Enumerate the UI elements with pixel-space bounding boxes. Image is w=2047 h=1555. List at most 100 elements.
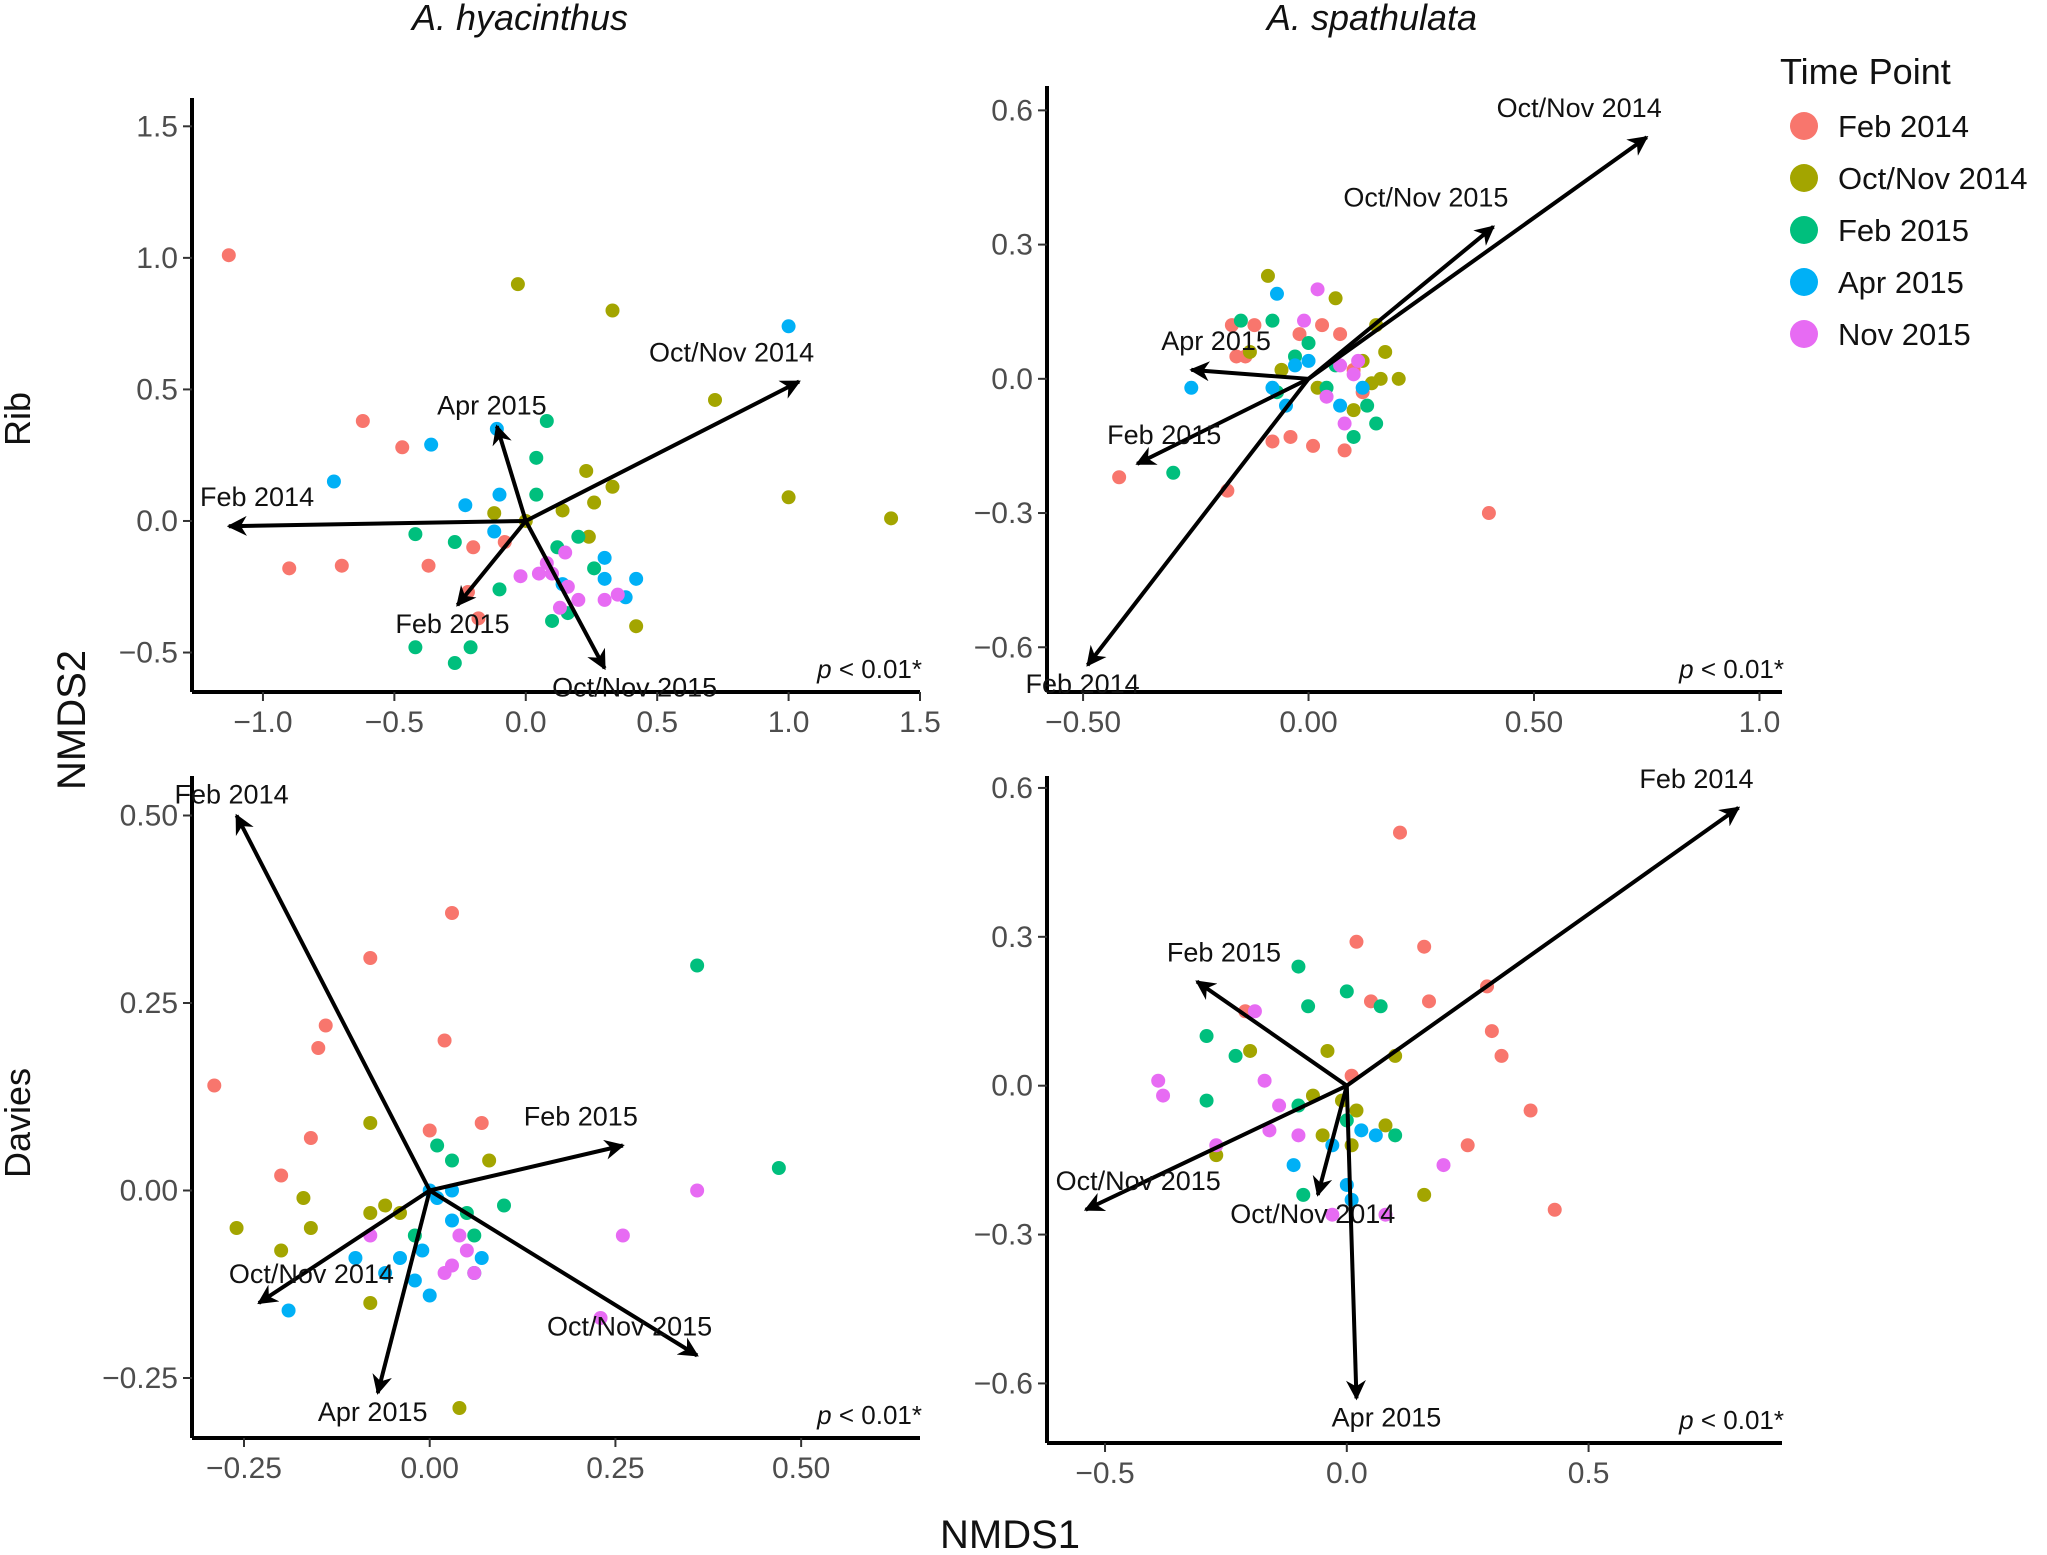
vector-label-oct-nov-2014: Oct/Nov 2014 xyxy=(229,1259,394,1289)
point-oct-nov-2014 xyxy=(1373,371,1388,386)
point-feb-2014 xyxy=(355,413,370,428)
y-tick-label: 1.5 xyxy=(136,110,178,143)
x-tick-label: −0.25 xyxy=(206,1452,282,1485)
vector-oct-nov-2015 xyxy=(1083,1083,1348,1212)
point-oct-nov-2014 xyxy=(581,529,596,544)
point-feb-2015 xyxy=(492,582,507,597)
point-oct-nov-2014 xyxy=(296,1191,311,1205)
point-feb-2014 xyxy=(1349,934,1364,949)
point-feb-2014 xyxy=(395,440,410,455)
x-tick-label: 1.5 xyxy=(899,706,941,739)
x-tick-label: 0.0 xyxy=(505,706,547,739)
point-feb-2015 xyxy=(1291,959,1306,974)
vector-apr-2015 xyxy=(1344,1085,1366,1401)
legend: Time Point Feb 2014 Oct/Nov 2014 Feb 201… xyxy=(1780,51,2028,352)
vector-feb-2015 xyxy=(455,519,528,607)
point-nov-2015 xyxy=(1337,416,1352,431)
y-tick-label: 0.0 xyxy=(991,363,1033,396)
point-apr-2015 xyxy=(415,1243,430,1258)
point-feb-2015 xyxy=(1360,398,1375,413)
point-nov-2015 xyxy=(593,1311,608,1325)
point-feb-2014 xyxy=(474,1116,489,1130)
point-nov-2015 xyxy=(1247,1004,1262,1019)
point-feb-2015 xyxy=(497,1198,511,1213)
point-feb-2015 xyxy=(1369,416,1384,431)
point-apr-2015 xyxy=(422,1288,437,1303)
point-feb-2015 xyxy=(467,1228,482,1243)
point-oct-nov-2014 xyxy=(587,495,602,510)
point-feb-2014 xyxy=(1547,1202,1562,1217)
point-nov-2015 xyxy=(690,1183,705,1198)
point-apr-2015 xyxy=(597,571,612,586)
point-apr-2015 xyxy=(1269,286,1284,301)
point-nov-2015 xyxy=(552,600,567,615)
point-feb-2015 xyxy=(529,450,544,465)
x-tick-label: 0.00 xyxy=(401,1452,459,1485)
legend-swatch-apr-2015 xyxy=(1790,268,1818,296)
point-feb-2014 xyxy=(363,951,378,965)
point-feb-2014 xyxy=(422,1123,437,1138)
point-feb-2014 xyxy=(1392,825,1407,840)
point-oct-nov-2014 xyxy=(1378,1118,1393,1133)
point-feb-2014 xyxy=(221,248,236,263)
point-feb-2014 xyxy=(1283,429,1298,444)
point-feb-2014 xyxy=(303,1131,318,1145)
point-feb-2015 xyxy=(545,613,560,628)
legend-title: Time Point xyxy=(1780,51,1951,92)
point-feb-2014 xyxy=(421,558,436,573)
point-oct-nov-2014 xyxy=(1349,1103,1364,1118)
vector-label-apr-2015: Apr 2015 xyxy=(437,390,547,420)
point-nov-2015 xyxy=(1262,1123,1277,1138)
vector-apr-2015 xyxy=(492,424,528,522)
vector-label-feb-2014: Feb 2014 xyxy=(200,482,314,512)
point-apr-2015 xyxy=(445,1213,459,1228)
point-oct-nov-2014 xyxy=(1242,344,1257,359)
point-feb-2015 xyxy=(1388,1128,1403,1143)
point-oct-nov-2014 xyxy=(579,463,594,478)
point-apr-2015 xyxy=(1333,398,1348,413)
point-oct-nov-2014 xyxy=(1391,371,1406,386)
x-tick-label: 0.5 xyxy=(1568,1457,1610,1490)
point-feb-2015 xyxy=(1301,999,1316,1014)
point-feb-2014 xyxy=(1315,318,1330,333)
panel-spathulata-davies: −0.5 0.0 0.5 −0.6 −0.3 0.0 0.3 0.6 Feb 2014 Feb 2… xyxy=(974,764,1784,1490)
point-feb-2014 xyxy=(1460,1138,1475,1153)
point-oct-nov-2014 xyxy=(1346,403,1361,418)
vector-oct-nov-2015 xyxy=(524,520,607,671)
point-feb-2014 xyxy=(445,906,459,920)
p-value-label: p < 0.01* xyxy=(1678,1405,1784,1435)
point-apr-2015 xyxy=(597,550,612,565)
vector-label-oct-nov-2015: Oct/Nov 2015 xyxy=(547,1312,712,1342)
point-nov-2015 xyxy=(1319,389,1334,404)
vector-label-feb-2014: Feb 2014 xyxy=(1639,764,1753,794)
x-tick-label: 1.0 xyxy=(768,706,810,739)
point-oct-nov-2014 xyxy=(1378,344,1393,359)
point-oct-nov-2014 xyxy=(482,1153,497,1168)
vector-feb-2014 xyxy=(234,813,432,1192)
point-apr-2015 xyxy=(348,1251,363,1265)
point-feb-2014 xyxy=(1494,1048,1509,1063)
col-title-hyacinthus: A. hyacinthus xyxy=(410,0,628,38)
point-feb-2015 xyxy=(1199,1029,1214,1044)
y-tick-label: 0.25 xyxy=(120,987,178,1020)
legend-label-octnov-2014: Oct/Nov 2014 xyxy=(1838,161,2028,196)
vector-label-feb-2015: Feb 2015 xyxy=(1107,420,1221,450)
point-feb-2014 xyxy=(1484,1024,1499,1039)
point-oct-nov-2014 xyxy=(1243,1043,1258,1058)
legend-label-nov-2015: Nov 2015 xyxy=(1838,317,1971,352)
vector-apr-2015 xyxy=(372,1190,432,1395)
x-tick-label: −0.5 xyxy=(365,706,424,739)
point-oct-nov-2014 xyxy=(605,479,620,494)
point-apr-2015 xyxy=(1184,380,1199,395)
point-oct-nov-2014 xyxy=(229,1221,244,1235)
vector-oct-nov-2014 xyxy=(524,379,801,523)
x-tick-label: 0.00 xyxy=(1279,706,1337,739)
point-feb-2014 xyxy=(1481,506,1496,521)
point-apr-2015 xyxy=(1265,380,1280,395)
point-feb-2015 xyxy=(690,958,705,973)
vector-oct-nov-2014 xyxy=(1307,135,1649,381)
x-axis-label: NMDS1 xyxy=(940,1513,1080,1555)
x-tick-label: −1.0 xyxy=(233,706,292,739)
point-oct-nov-2014 xyxy=(1320,1043,1335,1058)
